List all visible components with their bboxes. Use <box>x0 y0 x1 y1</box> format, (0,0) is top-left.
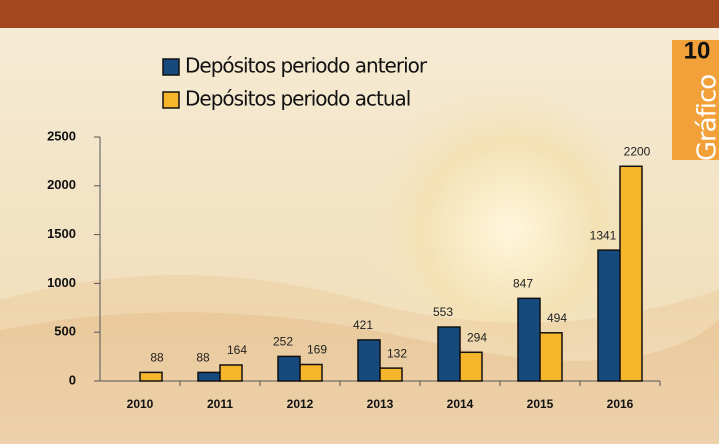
bar <box>460 352 482 381</box>
value-label: 164 <box>227 343 247 357</box>
x-tick-label: 2013 <box>367 397 394 411</box>
value-label: 494 <box>547 311 567 325</box>
bar <box>278 356 300 381</box>
bar <box>198 372 220 381</box>
header-bar <box>0 0 719 28</box>
x-tick-label: 2015 <box>527 397 554 411</box>
value-label: 553 <box>433 305 453 319</box>
value-label: 421 <box>353 318 373 332</box>
legend-swatch <box>163 59 179 75</box>
badge-label: Gráfico <box>693 75 719 161</box>
value-label: 169 <box>307 343 327 357</box>
bar <box>300 365 322 381</box>
y-tick-label: 1500 <box>47 226 76 241</box>
x-tick-label: 2016 <box>607 397 634 411</box>
bar <box>380 368 402 381</box>
legend-label: Depósitos periodo anterior <box>185 54 428 78</box>
value-label: 847 <box>513 277 533 291</box>
value-label: 294 <box>467 330 487 344</box>
value-label: 1341 <box>590 228 617 242</box>
bar <box>140 372 162 381</box>
y-tick-label: 2500 <box>47 128 76 143</box>
legend-label: Depósitos periodo actual <box>185 87 410 111</box>
x-tick-label: 2010 <box>127 397 154 411</box>
x-tick-label: 2011 <box>207 397 233 411</box>
y-tick-label: 1000 <box>47 275 76 290</box>
legend-swatch <box>163 92 179 108</box>
x-tick-label: 2014 <box>447 397 474 411</box>
chart: 10 Gráfico Depósitos periodo anterior Dep… <box>0 0 719 444</box>
bar <box>220 365 242 381</box>
bar <box>620 166 642 381</box>
y-tick-label: 500 <box>54 324 76 339</box>
bar <box>598 250 620 381</box>
y-tick-label: 2000 <box>47 177 76 192</box>
value-label: 252 <box>273 335 293 349</box>
badge-number: 10 <box>684 37 711 64</box>
value-label: 2200 <box>624 144 651 158</box>
x-tick-label: 2012 <box>287 397 314 411</box>
bar <box>438 327 460 381</box>
value-label: 88 <box>196 351 210 365</box>
y-tick-label: 0 <box>69 372 76 387</box>
bar <box>540 333 562 381</box>
bar <box>518 298 540 381</box>
value-label: 88 <box>150 351 164 365</box>
value-label: 132 <box>387 346 407 360</box>
bar <box>358 340 380 381</box>
